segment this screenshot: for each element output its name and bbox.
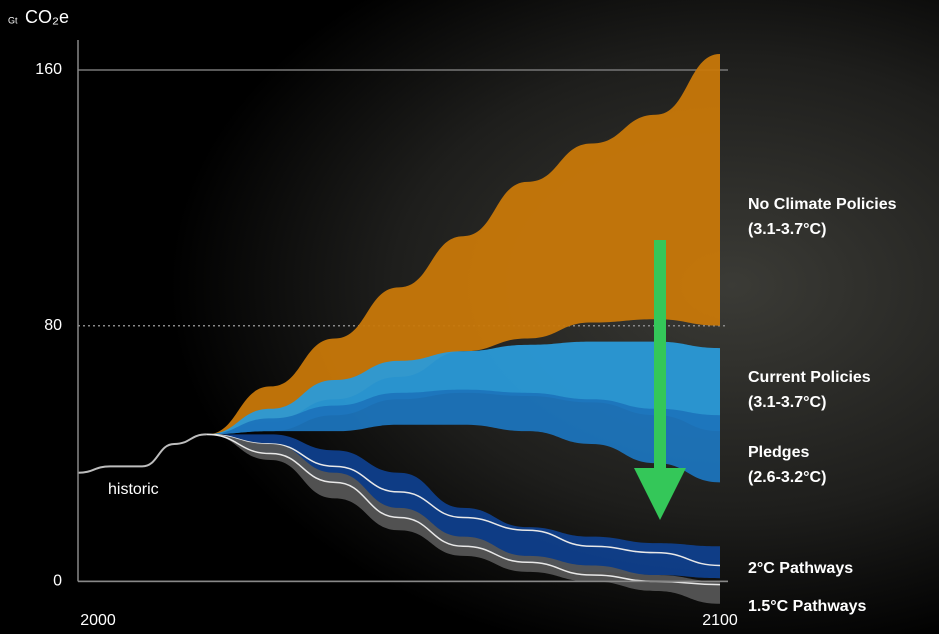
y-tick-label: 0 xyxy=(53,573,62,590)
x-tick-label: 2000 xyxy=(80,612,116,629)
y-unit-prefix: Gt xyxy=(8,15,18,25)
range-band xyxy=(206,434,720,604)
y-tick-label: 80 xyxy=(44,317,62,334)
median-line xyxy=(206,433,721,586)
median-line xyxy=(206,433,721,567)
legend-label: No Climate Policies xyxy=(748,196,897,213)
range-band xyxy=(206,434,720,579)
y-tick-label: 160 xyxy=(35,61,62,78)
legend-label: Pledges xyxy=(748,444,809,461)
legend-temperature: (3.1-3.7°C) xyxy=(748,221,826,238)
legend-temperature: (3.1-3.7°C) xyxy=(748,394,826,411)
legend-label: Current Policies xyxy=(748,369,871,386)
arrow xyxy=(634,240,686,520)
historic-label: historic xyxy=(108,481,159,498)
range-band xyxy=(206,53,720,435)
range-band xyxy=(206,389,720,483)
x-tick-label: 2100 xyxy=(702,612,738,629)
legend-label: 2°C Pathways xyxy=(748,560,853,577)
legend-temperature: (2.6-3.2°C) xyxy=(748,469,826,486)
historic-line xyxy=(77,433,207,474)
plot-area xyxy=(77,53,728,604)
y-unit: CO₂e xyxy=(25,7,69,27)
legend-label: 1.5°C Pathways xyxy=(748,598,867,615)
